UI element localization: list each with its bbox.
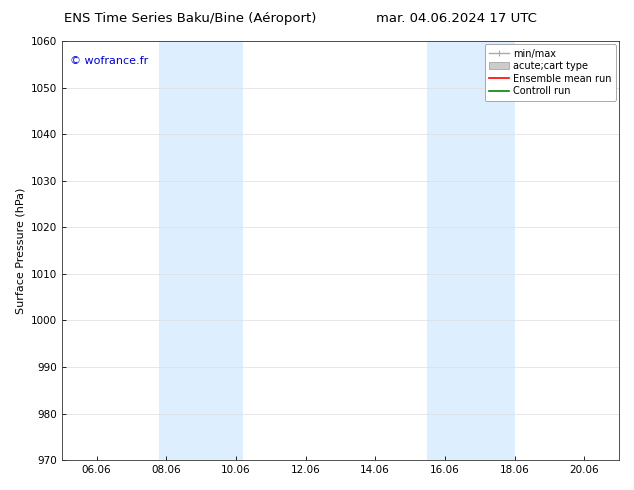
Bar bbox=[159, 41, 243, 460]
Text: ENS Time Series Baku/Bine (Aéroport): ENS Time Series Baku/Bine (Aéroport) bbox=[64, 12, 316, 25]
Bar bbox=[427, 41, 515, 460]
Legend: min/max, acute;cart type, Ensemble mean run, Controll run: min/max, acute;cart type, Ensemble mean … bbox=[484, 44, 616, 101]
Text: mar. 04.06.2024 17 UTC: mar. 04.06.2024 17 UTC bbox=[376, 12, 537, 25]
Text: © wofrance.fr: © wofrance.fr bbox=[70, 56, 148, 66]
Y-axis label: Surface Pressure (hPa): Surface Pressure (hPa) bbox=[15, 187, 25, 314]
